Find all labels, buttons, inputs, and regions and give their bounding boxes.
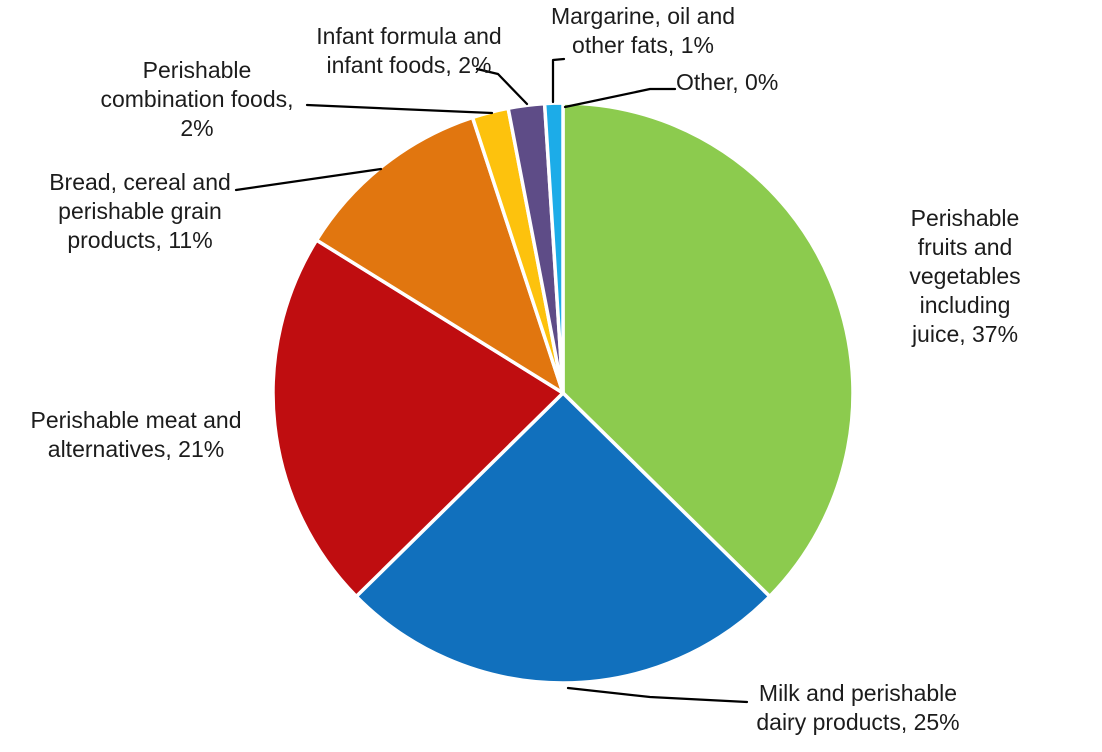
- pie-slice-perishable-fruits-vegetables: [561, 101, 855, 599]
- label-infant-formula-foods: Infant formula and infant foods, 2%: [316, 23, 502, 78]
- label-milk-dairy: Milk and perishable dairy products, 25%: [756, 680, 960, 735]
- label-bread-cereal-grain: Bread, cereal and perishable grain produ…: [49, 169, 231, 253]
- label-perishable-meat: Perishable meat and alternatives, 21%: [30, 407, 242, 462]
- leader-line-milk-dairy: [566, 686, 749, 704]
- leader-line-perishable-combination-foods: [305, 103, 494, 115]
- pie-slice-milk-dairy: [354, 391, 772, 685]
- label-perishable-combination-foods: Perishable combination foods, 2%: [100, 57, 294, 141]
- pie-slice-bread-cereal-grain: [314, 115, 565, 395]
- leader-line-other: [563, 87, 677, 109]
- leader-line-infant-formula: [475, 67, 529, 106]
- pie-slices-group: [271, 101, 855, 685]
- label-other: Other, 0%: [676, 69, 779, 95]
- leader-line-bread-cereal: [234, 167, 383, 192]
- leader-line-margarine-oil: [551, 57, 566, 104]
- label-perishable-fruits-vegetables: Perishable fruits and vegetables includi…: [909, 205, 1021, 347]
- pie-slice-perishable-meat: [271, 238, 565, 599]
- pie-slice-margarine-oil-fats: [542, 101, 565, 395]
- leader-lines-group: [234, 57, 749, 704]
- label-margarine-oil-fats: Margarine, oil and other fats, 1%: [550, 3, 736, 58]
